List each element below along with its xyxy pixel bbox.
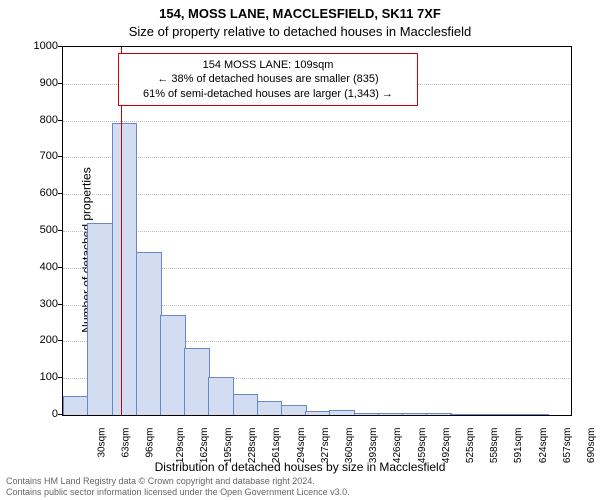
title-subtitle: Size of property relative to detached ho… [0,24,600,39]
y-tick-label: 900 [28,77,58,89]
y-tick-mark [58,377,62,378]
histogram-bar [499,414,525,415]
y-tick-label: 700 [28,150,58,162]
histogram-bar [160,315,186,415]
x-axis-label: Distribution of detached houses by size … [0,460,600,474]
y-tick-mark [58,156,62,157]
x-tick-label: 492sqm [441,428,452,464]
callout-line2: ← 38% of detached houses are smaller (83… [127,72,409,86]
y-tick-label: 500 [28,224,58,236]
x-tick-label: 195sqm [223,428,234,464]
chart-container: 154, MOSS LANE, MACCLESFIELD, SK11 7XF S… [0,0,600,500]
histogram-bar [87,223,113,415]
x-tick-label: 294sqm [296,428,307,464]
histogram-bar [474,414,500,415]
x-tick-label: 426sqm [392,428,403,464]
y-tick-mark [58,267,62,268]
footer-line2: Contains public sector information licen… [6,487,350,498]
y-tick-label: 400 [28,261,58,273]
y-tick-mark [58,304,62,305]
x-tick-label: 591sqm [513,428,524,464]
y-tick-mark [58,120,62,121]
y-tick-mark [58,193,62,194]
x-tick-label: 162sqm [199,428,210,464]
histogram-bar [523,414,549,415]
histogram-bar [136,252,162,415]
x-tick-label: 624sqm [538,428,549,464]
gridline [63,157,571,158]
x-tick-label: 327sqm [320,428,331,464]
x-tick-label: 228sqm [247,428,258,464]
histogram-bar [354,413,380,415]
x-tick-label: 657sqm [562,428,573,464]
y-tick-mark [58,46,62,47]
x-tick-label: 261sqm [272,428,283,464]
x-tick-label: 30sqm [97,428,108,458]
x-tick-label: 129sqm [175,428,186,464]
y-tick-label: 200 [28,334,58,346]
y-tick-mark [58,414,62,415]
x-tick-label: 96sqm [145,428,156,458]
callout-line1: 154 MOSS LANE: 109sqm [127,58,409,72]
footer-attribution: Contains HM Land Registry data © Crown c… [6,476,350,498]
histogram-bar [402,413,428,415]
plot-area: 154 MOSS LANE: 109sqm← 38% of detached h… [62,46,572,416]
histogram-bar [305,411,331,415]
y-tick-label: 800 [28,114,58,126]
x-tick-label: 558sqm [489,428,500,464]
histogram-bar [329,410,355,415]
y-tick-label: 1000 [28,40,58,52]
histogram-bar [450,414,476,415]
callout-box: 154 MOSS LANE: 109sqm← 38% of detached h… [118,53,418,106]
x-tick-label: 360sqm [344,428,355,464]
callout-line3: 61% of semi-detached houses are larger (… [127,87,409,101]
histogram-bar [426,413,452,415]
title-address: 154, MOSS LANE, MACCLESFIELD, SK11 7XF [0,6,600,21]
gridline [63,231,571,232]
footer-line1: Contains HM Land Registry data © Crown c… [6,476,350,487]
histogram-bar [233,394,259,415]
y-tick-mark [58,230,62,231]
gridline [63,194,571,195]
histogram-bar [184,348,210,415]
histogram-bar [257,401,283,415]
y-tick-mark [58,340,62,341]
histogram-bar [281,405,307,415]
x-tick-label: 525sqm [465,428,476,464]
x-tick-label: 459sqm [417,428,428,464]
histogram-bar [112,123,138,415]
y-tick-mark [58,83,62,84]
y-tick-label: 0 [28,408,58,420]
x-tick-label: 63sqm [121,428,132,458]
y-tick-label: 600 [28,187,58,199]
y-tick-label: 300 [28,298,58,310]
histogram-bar [63,396,89,415]
gridline [63,121,571,122]
x-tick-label: 393sqm [368,428,379,464]
x-tick-label: 690sqm [586,428,597,464]
histogram-bar [378,413,404,415]
histogram-bar [208,377,234,415]
y-tick-label: 100 [28,371,58,383]
